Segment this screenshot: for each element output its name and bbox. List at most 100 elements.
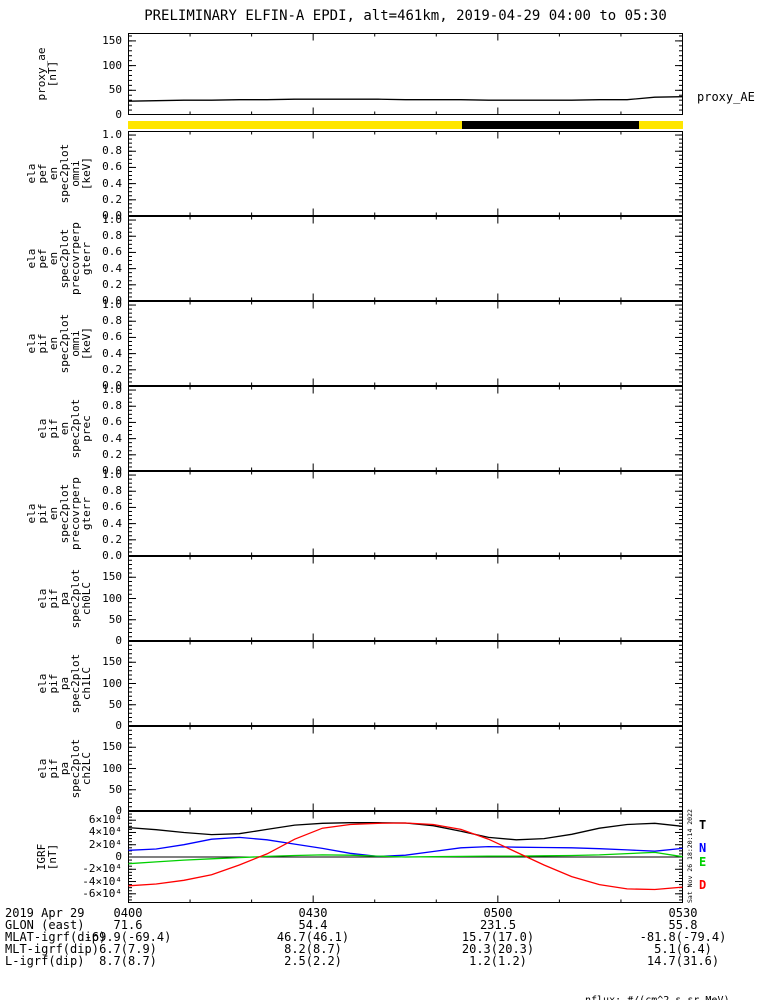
y-tick-label: 100 (102, 761, 122, 775)
legend-T: T (699, 818, 707, 832)
footer-value: 1.2(1.2) (469, 954, 527, 968)
footer-row-label: MLT-igrf(dip) (5, 942, 99, 956)
proxy-ae-series-label: proxy_AE (697, 90, 755, 104)
y-tick-label: 1.0 (102, 128, 122, 142)
footer-value: 2.5(2.2) (284, 954, 342, 968)
y-tick-label: 1.0 (102, 468, 122, 482)
panel-frame (128, 216, 683, 301)
panel-canvas-ela_pif_en_omni (128, 301, 683, 386)
panel-ela_pef_en_precovrperp_gterr (128, 216, 683, 301)
footer-row-label: 2019 Apr 29 (5, 906, 85, 920)
y-tick-label: 0.2 (102, 362, 122, 376)
footer-value: 46.7(46.1) (276, 930, 350, 944)
y-tick-label: 0.2 (102, 192, 122, 206)
status-segment (462, 121, 640, 129)
y-tick-label: 0.6 (102, 160, 122, 174)
y-tick-label: 0.8 (102, 484, 122, 498)
footer-value: 6.7(7.9) (99, 942, 157, 956)
y-tick-label: 0.0 (102, 549, 122, 562)
series-E (128, 851, 683, 865)
panel-ylabel-ela_pif_en_prec: ela pif en spec2plot prec (36, 398, 93, 459)
panel-frame (128, 641, 683, 726)
y-tick-label: 0 (115, 108, 122, 121)
panel-ela_pif_pa_ch0LC (128, 556, 683, 641)
panel-ela_pif_en_omni (128, 301, 683, 386)
series-T (128, 822, 683, 841)
footer-value: 8.2(8.7) (284, 942, 342, 956)
panel-ylabel-igrf: IGRF [nT] (35, 843, 59, 871)
panel-ylabel-ela_pif_pa_ch2LC: ela pif pa spec2plot ch2LC (36, 738, 93, 799)
legend-D: D (699, 878, 707, 892)
panel-ylabel-ela_pif_en_precovrperp_gterr: ela pif en spec2plot precovrperp gterr (25, 477, 93, 550)
panel-frame (128, 471, 683, 556)
y-tick-label: 0.2 (102, 277, 122, 291)
footer-value: -69.9(-69.4) (84, 930, 172, 944)
panel-canvas-ela_pif_pa_ch2LC (128, 726, 683, 811)
panel-ylabel-ela_pif_pa_ch1LC: ela pif pa spec2plot ch1LC (36, 653, 93, 714)
y-tick-label: 150 (102, 655, 122, 669)
nflux-units-note: nflux: #/(cm^2 s sr MeV) (585, 995, 775, 1000)
panel-ela_pif_en_prec (128, 386, 683, 471)
footer-notes: nflux: #/(cm^2 s sr MeV) Created: Sun No… (585, 973, 775, 1000)
y-tick-label: 0 (115, 850, 122, 863)
footer-value: 14.7(31.6) (646, 954, 720, 968)
y-tick-label: 0.0 (102, 209, 122, 222)
y-tick-label: 0.4 (102, 176, 122, 190)
series-D (128, 822, 683, 891)
plot-title: PRELIMINARY ELFIN-A EPDI, alt=461km, 201… (144, 8, 667, 24)
y-tick-label: 50 (108, 612, 122, 626)
panel-ylabel-proxy_ae: proxy_ae [nT] (35, 47, 59, 101)
y-tick-label: 0.6 (102, 330, 122, 344)
y-tick-label: 0.8 (102, 229, 122, 243)
render-timestamp-vertical: Sat Nov 26 18:20:14 2022 (686, 809, 694, 903)
series-N (128, 836, 683, 858)
y-tick-label: 0.6 (102, 500, 122, 514)
y-tick-label: 0.4 (102, 346, 122, 360)
fast-survey-status-bar (128, 121, 683, 129)
footer-value: 0530 (668, 906, 698, 920)
y-tick-label: 150 (102, 33, 122, 47)
legend-E: E (699, 855, 707, 869)
panel-frame (128, 301, 683, 386)
panel-ela_pif_pa_ch1LC (128, 641, 683, 726)
footer-value: 5.1(6.4) (654, 942, 712, 956)
footer-value: 0400 (113, 906, 143, 920)
footer-value: -81.8(-79.4) (639, 930, 727, 944)
panel-canvas-ela_pif_pa_ch1LC (128, 641, 683, 726)
series-proxy_AE (128, 96, 683, 102)
y-tick-label: 50 (108, 83, 122, 97)
y-tick-label: 2×10⁴ (88, 837, 122, 851)
y-tick-label: 0.8 (102, 144, 122, 158)
y-tick-label: 0.6 (102, 245, 122, 259)
panel-ylabel-ela_pef_en_precovrperp_gterr: ela pef en spec2plot precovrperp gterr (25, 222, 93, 295)
y-tick-label: 50 (108, 697, 122, 711)
footer-row-label: GLON (east) (5, 918, 85, 932)
y-tick-label: 0 (115, 634, 122, 647)
y-tick-label: 6×10⁴ (88, 813, 122, 827)
y-tick-label: 0.4 (102, 261, 122, 275)
panel-ela_pef_en_omni (128, 131, 683, 216)
y-tick-label: 0.6 (102, 415, 122, 429)
footer-row-label: L-igrf(dip) (5, 954, 85, 968)
y-tick-label: 0.4 (102, 516, 122, 530)
y-tick-label: -2×10⁴ (82, 862, 122, 876)
panel-canvas-ela_pif_en_prec (128, 386, 683, 471)
panel-canvas-ela_pef_en_precovrperp_gterr (128, 216, 683, 301)
panel-ylabel-ela_pif_en_omni: ela pif en spec2plot omni [keV] (25, 313, 93, 374)
panel-canvas-proxy_ae (128, 33, 683, 115)
y-tick-label: -6×10⁴ (82, 886, 122, 900)
footer-value: 15.7(17.0) (461, 930, 535, 944)
panel-frame (128, 33, 683, 115)
panel-ylabel-ela_pif_pa_ch0LC: ela pif pa spec2plot ch0LC (36, 568, 93, 629)
y-tick-label: 150 (102, 570, 122, 584)
y-tick-label: 0 (115, 804, 122, 817)
y-tick-label: 1.0 (102, 383, 122, 397)
y-tick-label: 1.0 (102, 298, 122, 312)
panel-canvas-igrf (128, 811, 683, 903)
footer-value: 54.4 (298, 918, 328, 932)
y-tick-label: 0 (115, 719, 122, 732)
y-tick-label: 0.0 (102, 379, 122, 392)
status-segment (639, 121, 683, 129)
y-tick-label: 0.0 (102, 464, 122, 477)
